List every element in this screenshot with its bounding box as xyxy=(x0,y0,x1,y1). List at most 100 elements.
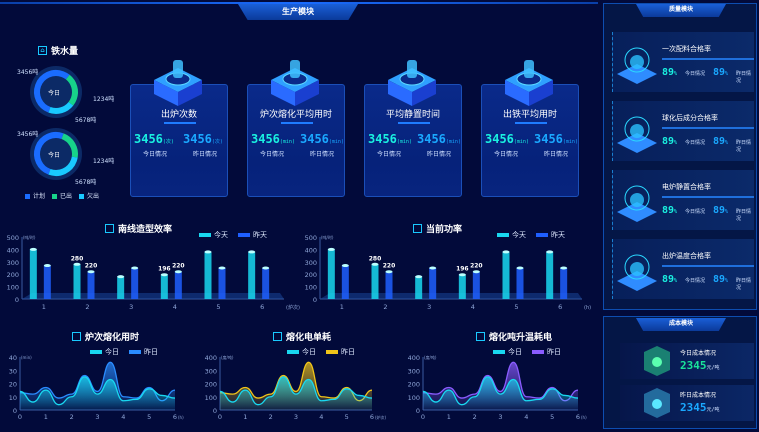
legend-item[interactable]: 昨日 xyxy=(129,347,158,357)
x-tick-label: 1 xyxy=(447,413,451,421)
top-border xyxy=(0,2,598,4)
today-label: 今日情况 xyxy=(494,151,519,158)
yesterday-value: 3456(min) xyxy=(300,132,344,146)
y-tick-label: 300 xyxy=(408,367,420,375)
bar-yesterday xyxy=(43,265,51,299)
x-axis-unit: (炉次) xyxy=(286,304,300,311)
x-tick-label: 1 xyxy=(340,303,344,311)
bar-data-label: 196 xyxy=(456,266,469,273)
x-tick-label: 4 xyxy=(319,413,323,421)
bar-data-label: 280 xyxy=(369,255,382,262)
legend-item[interactable]: 今日 xyxy=(287,347,316,357)
bar-today xyxy=(29,249,37,299)
legend-item[interactable]: 今天 xyxy=(497,230,526,240)
quality-underline xyxy=(662,196,754,198)
y-tick-label: 300 xyxy=(7,259,19,267)
x-tick-label: 6 xyxy=(576,413,580,421)
y-tick-label: 300 xyxy=(305,259,317,267)
x-tick-label: 2 xyxy=(85,303,89,311)
cost-value: 2345元/吨 xyxy=(680,359,720,372)
legend-item[interactable]: 今日 xyxy=(90,347,119,357)
today-label: 今日情况 xyxy=(685,140,706,146)
document-icon xyxy=(271,60,319,106)
bar-data-label: 220 xyxy=(85,263,98,270)
bar-yesterday xyxy=(560,268,568,299)
y-tick-label: 100 xyxy=(205,394,217,402)
quality-underline xyxy=(662,265,754,267)
legend-item[interactable]: 昨日 xyxy=(326,347,355,357)
y-tick-label: 100 xyxy=(305,284,317,292)
x-tick-label: 3 xyxy=(427,303,431,311)
y-tick-label: 0 xyxy=(213,407,217,415)
donut-label-top: 3456吨 xyxy=(17,131,39,138)
chart-legend: 今日 昨日 xyxy=(287,347,355,357)
today-rate: 89% xyxy=(662,205,678,216)
cost-card[interactable]: 昨日成本情况 2345元/吨 xyxy=(620,385,754,421)
legend-item[interactable]: 昨天 xyxy=(238,230,267,240)
donut-label-bottom: 5678吨 xyxy=(75,117,97,124)
card-underline xyxy=(515,122,547,124)
factory-icon xyxy=(505,60,553,106)
iron-title-text: 铁水量 xyxy=(51,47,79,57)
yesterday-value: 3456(min) xyxy=(417,132,461,146)
legend-item[interactable]: 昨日 xyxy=(532,347,561,357)
today-label: 今日情况 xyxy=(260,151,285,158)
yesterday-value: 3456(次) xyxy=(183,132,223,146)
cost-card[interactable]: 今日成本情况 2345元/吨 xyxy=(620,343,754,379)
y-tick-label: 10 xyxy=(9,394,17,402)
y-tick-label: 200 xyxy=(305,271,317,279)
quality-card[interactable]: 球化后成分合格率 89% 今日情况 89% 昨日情况 xyxy=(612,101,754,161)
y-tick-label: 400 xyxy=(408,354,420,362)
x-tick-label: 4 xyxy=(121,413,125,421)
quality-card[interactable]: 出炉温度合格率 89% 今日情况 89% 昨日情况 xyxy=(612,239,754,299)
line-today xyxy=(422,376,579,406)
quality-title: 出炉温度合格率 xyxy=(662,252,711,260)
bar-yesterday xyxy=(472,271,480,299)
yesterday-label: 昨日情况 xyxy=(544,151,569,158)
bar-data-label: 196 xyxy=(158,266,171,273)
y-tick-label: 0 xyxy=(416,407,420,415)
donut-label-right: 1234吨 xyxy=(93,96,115,103)
today-label: 今日情况 xyxy=(685,278,706,284)
x-tick-label: 2 xyxy=(473,413,477,421)
y-axis-unit: (吨/时) xyxy=(321,234,334,240)
bar-yesterday xyxy=(429,268,437,299)
area-today xyxy=(20,376,175,410)
x-tick-label: 6 xyxy=(558,303,562,311)
y-axis-unit: (min) xyxy=(21,355,32,360)
iron-title: ⌂ 铁水量 xyxy=(38,44,78,57)
quality-card[interactable]: 电炉静置合格率 89% 今日情况 89% 昨日情况 xyxy=(612,170,754,230)
yesterday-label: 昨日情况 xyxy=(427,151,452,158)
chart-svg: 0 100 200 300 400 (度/吨) 0 1 2 3 4 5 6 (炉次) xyxy=(205,354,387,421)
area-today xyxy=(220,376,372,410)
x-tick-label: 0 xyxy=(421,413,425,421)
donut-segment xyxy=(34,70,78,114)
x-tick-label: 0 xyxy=(18,413,22,421)
legend-item[interactable]: 今天 xyxy=(199,230,228,240)
y-tick-label: 100 xyxy=(7,284,19,292)
legend-item[interactable]: 今日 xyxy=(493,347,522,357)
area-today xyxy=(423,376,578,410)
y-axis-unit: (度/吨) xyxy=(221,354,234,360)
donut-segment xyxy=(34,70,78,114)
bar-today xyxy=(502,251,510,299)
y-tick-label: 20 xyxy=(9,381,17,389)
y-tick-label: 400 xyxy=(7,246,19,254)
yesterday-label: 昨日情况 xyxy=(736,278,752,291)
chart-title-icon xyxy=(105,224,114,233)
today-value: 3456(min) xyxy=(485,132,529,146)
person-icon: ⌂ xyxy=(38,46,47,55)
legend-item[interactable]: 昨天 xyxy=(536,230,565,240)
today-label: 今日情况 xyxy=(685,209,706,215)
line-yesterday xyxy=(219,361,373,402)
quality-card[interactable]: 一次配料合格率 89% 今日情况 89% 昨日情况 xyxy=(612,32,754,92)
production-module-header: 生产模块 xyxy=(238,4,358,20)
yesterday-rate: 89% xyxy=(713,274,729,285)
cost-value: 2345元/吨 xyxy=(680,401,720,414)
donut-label-right: 1234吨 xyxy=(93,158,115,165)
donut-segment xyxy=(34,132,78,176)
y-tick-label: 0 xyxy=(13,407,17,415)
chart-svg: 0 100 200 300 400 (度/吨) 0 1 2 3 4 5 6 (h) xyxy=(408,354,588,421)
x-tick-label: 4 xyxy=(524,413,528,421)
globe-icon xyxy=(617,116,657,153)
